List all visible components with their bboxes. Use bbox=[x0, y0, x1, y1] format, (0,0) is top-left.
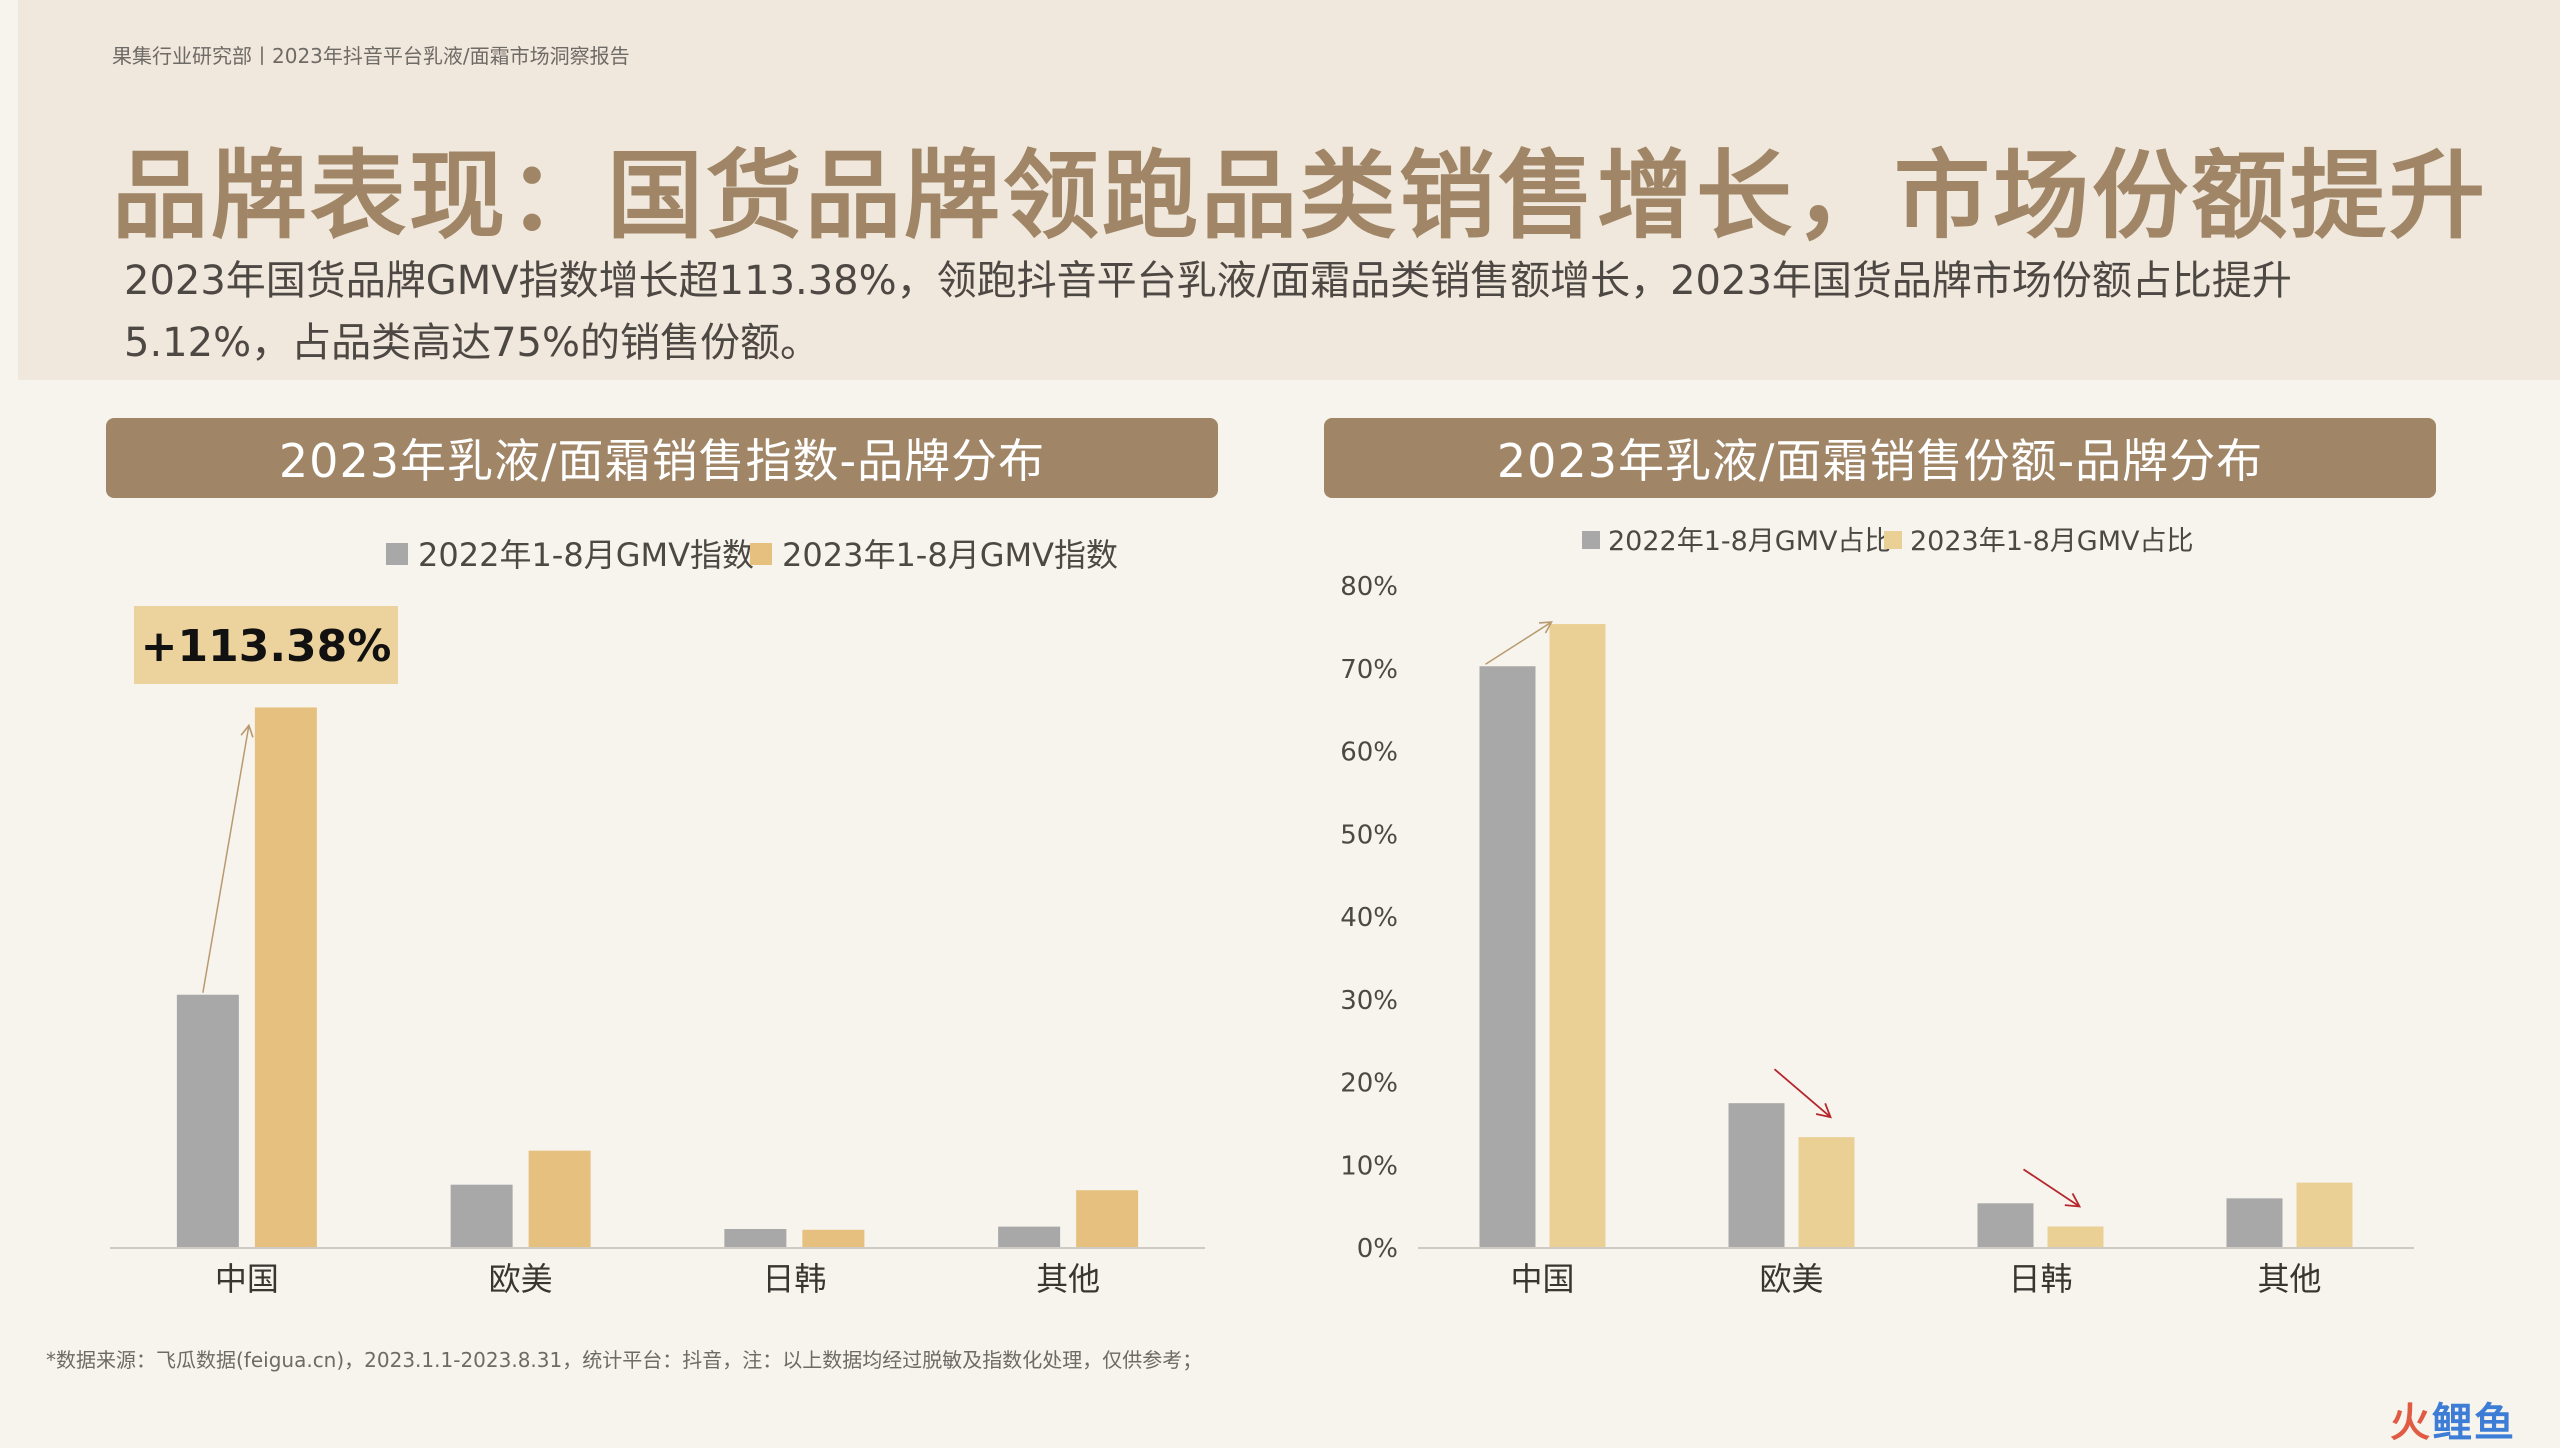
bar-share-2022-1 bbox=[1728, 1103, 1785, 1248]
bar-share-2022-0 bbox=[1479, 666, 1536, 1248]
header-band bbox=[18, 0, 2560, 380]
y-tick-label: 10% bbox=[1340, 1151, 1398, 1181]
breadcrumb: 果集行业研究部丨2023年抖音平台乳液/面霜市场洞察报告 bbox=[112, 44, 630, 68]
y-tick-label: 30% bbox=[1340, 986, 1398, 1016]
legend-swatch-2023 bbox=[750, 543, 772, 565]
bar-share-2023-1 bbox=[1798, 1137, 1855, 1248]
x-tick-label: 中国 bbox=[215, 1260, 279, 1298]
x-tick-label: 其他 bbox=[2257, 1260, 2321, 1298]
share-up-arrow bbox=[1485, 621, 1553, 665]
bar-index-2022-3 bbox=[998, 1226, 1061, 1248]
legend-label-2022-share: 2022年1-8月GMV占比 bbox=[1608, 526, 1892, 557]
x-tick-label: 欧美 bbox=[1759, 1260, 1823, 1298]
x-tick-label: 日韩 bbox=[2008, 1260, 2072, 1298]
legend-label-2022: 2022年1-8月GMV指数 bbox=[418, 536, 754, 574]
y-tick-label: 0% bbox=[1357, 1234, 1398, 1264]
legend-swatch-2022-share bbox=[1582, 531, 1600, 549]
y-tick-label: 60% bbox=[1340, 738, 1398, 768]
x-tick-label: 其他 bbox=[1036, 1260, 1100, 1298]
bar-share-2023-3 bbox=[2296, 1182, 2353, 1248]
share-down-arrow-1 bbox=[1773, 1068, 1832, 1119]
x-tick-label: 日韩 bbox=[762, 1260, 826, 1298]
page-title: 品牌表现：国货品牌领跑品类销售增长，市场份额提升 bbox=[112, 140, 2488, 252]
y-tick-label: 20% bbox=[1340, 1069, 1398, 1099]
bar-index-2023-2 bbox=[802, 1229, 865, 1248]
y-tick-label: 50% bbox=[1340, 820, 1398, 850]
left-chart-title: 2023年乳液/面霜销售指数-品牌分布 bbox=[106, 418, 1218, 498]
bar-index-2023-3 bbox=[1076, 1190, 1139, 1248]
legend-swatch-2022 bbox=[386, 543, 408, 565]
bar-index-2023-0 bbox=[254, 707, 317, 1248]
growth-arrow bbox=[202, 723, 254, 993]
footnote: *数据来源：飞瓜数据(feigua.cn)，2023.1.1-2023.8.31… bbox=[46, 1348, 1203, 1372]
bar-share-2023-0 bbox=[1549, 624, 1606, 1248]
bar-index-2022-1 bbox=[450, 1184, 513, 1248]
page-subtitle: 2023年国货品牌GMV指数增长超113.38%，领跑抖音平台乳液/面霜品类销售… bbox=[124, 258, 2292, 366]
y-tick-label: 40% bbox=[1340, 903, 1398, 933]
legend-label-2023-share: 2023年1-8月GMV占比 bbox=[1910, 526, 2194, 557]
legend-swatch-2023-share bbox=[1884, 531, 1902, 549]
legend-label-2023: 2023年1-8月GMV指数 bbox=[782, 536, 1118, 574]
growth-annotation-box bbox=[134, 606, 398, 684]
x-tick-label: 中国 bbox=[1510, 1260, 1574, 1298]
bar-share-2022-3 bbox=[2226, 1198, 2283, 1248]
growth-annotation-label: +113.38% bbox=[141, 621, 392, 672]
right-chart-title: 2023年乳液/面霜销售份额-品牌分布 bbox=[1324, 418, 2436, 498]
bar-index-2022-2 bbox=[724, 1229, 787, 1248]
y-tick-label: 80% bbox=[1340, 572, 1398, 602]
bar-index-2023-1 bbox=[528, 1150, 591, 1248]
x-tick-label: 欧美 bbox=[489, 1260, 553, 1298]
bar-index-2022-0 bbox=[176, 994, 239, 1248]
share-down-arrow-2 bbox=[2023, 1168, 2082, 1208]
watermark-logo: 火鲤鱼 bbox=[2390, 1400, 2516, 1446]
y-tick-label: 70% bbox=[1340, 655, 1398, 685]
bar-share-2023-2 bbox=[2047, 1226, 2104, 1248]
bar-share-2022-2 bbox=[1977, 1203, 2034, 1248]
